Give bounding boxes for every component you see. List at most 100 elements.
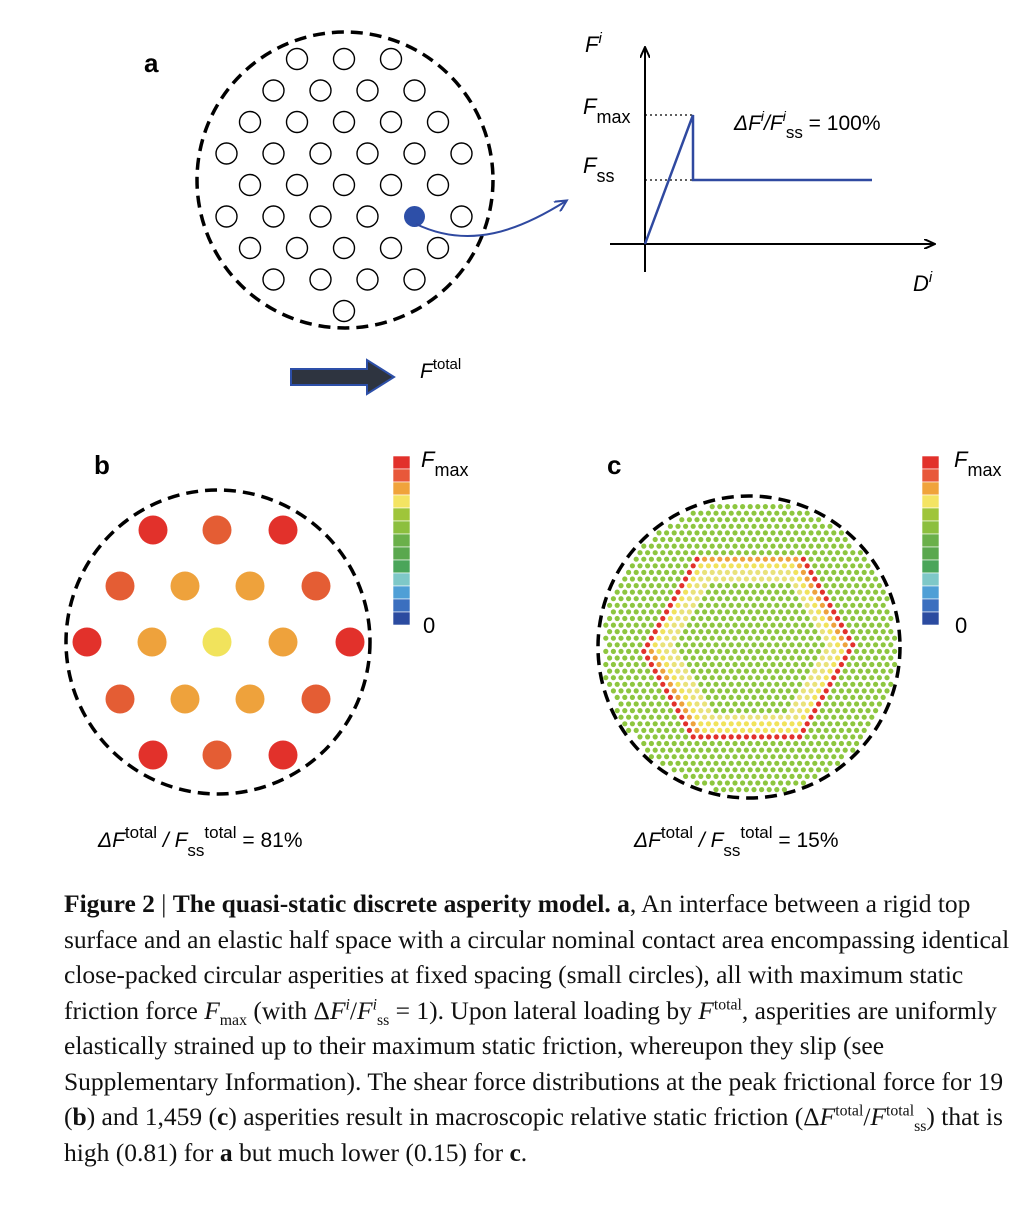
asperity bbox=[781, 642, 788, 648]
caption-symbol: F bbox=[698, 995, 714, 1025]
asperity bbox=[683, 773, 689, 780]
asperity bbox=[683, 708, 689, 714]
asperity bbox=[667, 576, 674, 582]
asperity bbox=[717, 675, 723, 681]
asperity bbox=[743, 694, 750, 701]
asperity bbox=[705, 615, 712, 622]
asperity bbox=[778, 780, 784, 786]
asperity bbox=[732, 596, 738, 602]
asperity bbox=[705, 747, 712, 753]
asperity bbox=[633, 569, 639, 576]
asperity bbox=[842, 747, 848, 753]
asperity bbox=[838, 648, 845, 655]
asperity bbox=[793, 714, 799, 720]
asperity bbox=[709, 635, 715, 641]
asperity bbox=[804, 510, 810, 516]
asperity bbox=[823, 675, 829, 681]
asperity bbox=[724, 714, 731, 720]
asperity bbox=[702, 609, 708, 615]
asperity bbox=[641, 675, 647, 681]
asperity bbox=[865, 642, 871, 648]
asperity bbox=[740, 675, 746, 681]
asperity bbox=[309, 79, 332, 102]
asperity bbox=[622, 655, 628, 661]
asperity bbox=[876, 688, 883, 694]
asperity bbox=[262, 268, 285, 291]
asperity bbox=[857, 602, 864, 608]
asperity bbox=[721, 694, 727, 701]
asperity bbox=[671, 714, 677, 720]
asperity bbox=[736, 708, 742, 714]
asperity bbox=[732, 688, 738, 694]
asperity bbox=[747, 688, 753, 694]
asperity bbox=[804, 642, 810, 648]
asperity bbox=[816, 714, 822, 720]
asperity bbox=[728, 708, 734, 714]
asperity bbox=[800, 701, 807, 707]
asperity bbox=[835, 576, 841, 582]
asperity bbox=[823, 569, 829, 576]
contact-area-c bbox=[596, 494, 902, 800]
asperity bbox=[846, 714, 852, 720]
asperity bbox=[686, 530, 693, 536]
asperity bbox=[736, 760, 742, 766]
asperity bbox=[781, 760, 788, 766]
asperity bbox=[690, 681, 696, 687]
asperity bbox=[660, 734, 666, 740]
caption-subscript: ss bbox=[914, 1118, 927, 1136]
asperity bbox=[717, 622, 723, 628]
asperity bbox=[873, 642, 879, 648]
asperity bbox=[793, 543, 799, 549]
asperity bbox=[759, 642, 765, 648]
asperity bbox=[690, 523, 696, 529]
asperity bbox=[694, 701, 700, 707]
asperity bbox=[766, 787, 772, 793]
asperity bbox=[705, 760, 712, 766]
asperity bbox=[751, 668, 757, 674]
asperity bbox=[705, 734, 712, 740]
asperity bbox=[679, 648, 685, 655]
asperity bbox=[785, 661, 791, 668]
asperity bbox=[770, 714, 776, 720]
asperity bbox=[747, 675, 753, 681]
asperity bbox=[648, 569, 655, 576]
asperity bbox=[835, 602, 841, 608]
asperity bbox=[170, 684, 200, 714]
asperity bbox=[618, 622, 624, 628]
asperity bbox=[667, 734, 674, 740]
asperity bbox=[713, 681, 719, 687]
caption-text: . bbox=[520, 1137, 528, 1167]
asperity bbox=[403, 268, 426, 291]
asperity bbox=[721, 602, 727, 608]
asperity bbox=[709, 688, 715, 694]
asperity bbox=[816, 635, 822, 641]
asperity bbox=[645, 721, 651, 727]
asperity bbox=[618, 648, 624, 655]
asperity bbox=[698, 615, 704, 622]
asperity bbox=[846, 583, 852, 589]
asperity bbox=[823, 530, 829, 536]
asperity bbox=[751, 787, 757, 793]
asperity bbox=[781, 773, 788, 780]
asperity bbox=[686, 583, 693, 589]
asperity bbox=[759, 668, 765, 674]
asperity bbox=[709, 543, 715, 549]
asperity bbox=[335, 627, 365, 657]
asperity bbox=[607, 602, 613, 608]
asperity-highlighted bbox=[404, 206, 425, 227]
asperity bbox=[789, 563, 795, 569]
asperity bbox=[808, 714, 814, 720]
asperity bbox=[626, 661, 632, 668]
asperity bbox=[683, 734, 689, 740]
asperity bbox=[869, 609, 875, 615]
asperity bbox=[709, 754, 715, 760]
asperity bbox=[664, 622, 670, 628]
asperity bbox=[774, 629, 780, 635]
asperity bbox=[652, 602, 658, 608]
asperity bbox=[675, 563, 681, 569]
asperity bbox=[667, 536, 674, 543]
asperity bbox=[865, 602, 871, 608]
asperity bbox=[774, 721, 780, 727]
caption-text: / bbox=[863, 1102, 871, 1131]
asperity bbox=[728, 655, 734, 661]
